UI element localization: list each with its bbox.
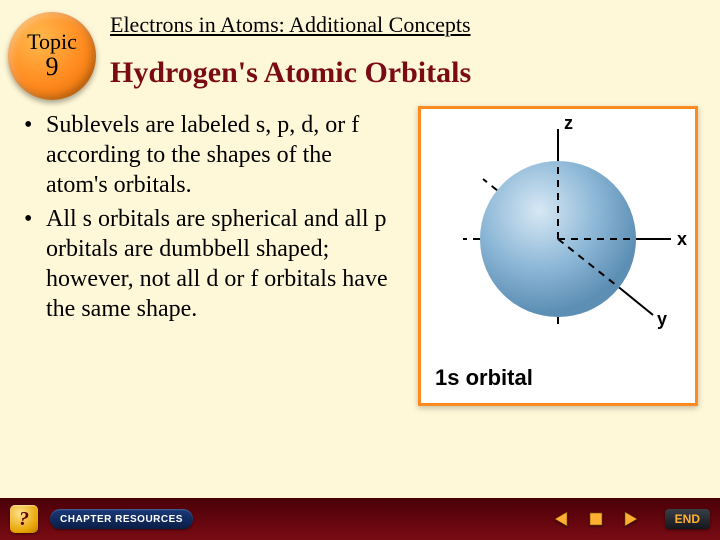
axis-label-z: z: [564, 113, 573, 133]
topic-badge: Topic 9: [8, 12, 96, 100]
topic-label: Topic: [27, 31, 77, 53]
square-icon: [588, 511, 604, 527]
triangle-left-icon: [553, 510, 571, 528]
help-button[interactable]: ?: [10, 505, 38, 533]
orbital-svg: z x y: [421, 109, 695, 359]
topic-badge-ellipse: Topic 9: [8, 12, 96, 100]
axis-label-y: y: [657, 309, 667, 329]
chapter-resources-label: CHAPTER RESOURCES: [60, 514, 183, 525]
end-button[interactable]: END: [665, 509, 710, 529]
chapter-resources-button[interactable]: CHAPTER RESOURCES: [50, 509, 193, 529]
list-item: All s orbitals are spherical and all p o…: [24, 204, 394, 324]
slide-title: Hydrogen's Atomic Orbitals: [110, 56, 710, 90]
nav-next-button[interactable]: [619, 508, 641, 530]
slide-header: Electrons in Atoms: Additional Concepts: [110, 12, 710, 38]
orbital-figure: z x y 1s orbital: [418, 106, 698, 406]
nav-stop-button[interactable]: [585, 508, 607, 530]
topic-number: 9: [46, 53, 59, 82]
body-text: Sublevels are labeled s, p, d, or f acco…: [24, 110, 394, 328]
list-item: Sublevels are labeled s, p, d, or f acco…: [24, 110, 394, 200]
end-label: END: [675, 512, 700, 526]
figure-caption: 1s orbital: [435, 365, 533, 391]
question-icon: ?: [19, 508, 29, 531]
nav-prev-button[interactable]: [551, 508, 573, 530]
bullet-list: Sublevels are labeled s, p, d, or f acco…: [24, 110, 394, 324]
footer-bar: ? CHAPTER RESOURCES END: [0, 498, 720, 540]
axis-label-x: x: [677, 229, 687, 249]
triangle-right-icon: [621, 510, 639, 528]
